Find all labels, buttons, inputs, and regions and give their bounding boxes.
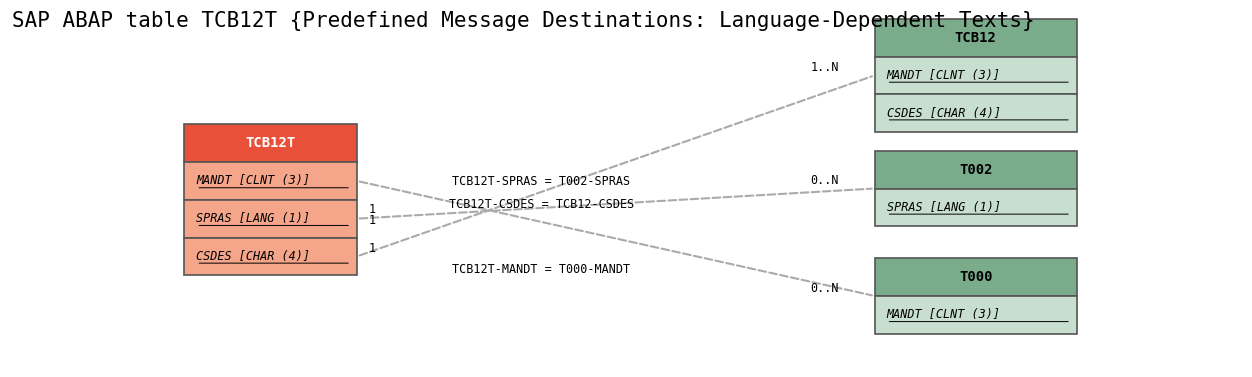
FancyBboxPatch shape <box>875 188 1077 226</box>
Text: 0..N: 0..N <box>810 282 839 295</box>
Text: MANDT [CLNT (3)]: MANDT [CLNT (3)] <box>886 308 1000 321</box>
Text: TCB12T-SPRAS = T002-SPRAS: TCB12T-SPRAS = T002-SPRAS <box>452 175 631 188</box>
FancyBboxPatch shape <box>875 94 1077 132</box>
Text: 1: 1 <box>369 242 376 255</box>
Text: TCB12T-MANDT = T000-MANDT: TCB12T-MANDT = T000-MANDT <box>452 263 631 276</box>
Text: TCB12: TCB12 <box>955 31 997 45</box>
Text: CSDES [CHAR (4)]: CSDES [CHAR (4)] <box>886 107 1000 120</box>
Text: 1..N: 1..N <box>810 61 839 74</box>
FancyBboxPatch shape <box>875 151 1077 188</box>
FancyBboxPatch shape <box>184 238 357 275</box>
Text: 1: 1 <box>369 214 376 227</box>
FancyBboxPatch shape <box>875 296 1077 334</box>
Text: MANDT [CLNT (3)]: MANDT [CLNT (3)] <box>886 69 1000 82</box>
FancyBboxPatch shape <box>875 19 1077 57</box>
FancyBboxPatch shape <box>875 57 1077 94</box>
FancyBboxPatch shape <box>875 258 1077 296</box>
Text: CSDES [CHAR (4)]: CSDES [CHAR (4)] <box>197 250 310 263</box>
FancyBboxPatch shape <box>184 162 357 200</box>
Text: 1: 1 <box>369 203 376 216</box>
Text: MANDT [CLNT (3)]: MANDT [CLNT (3)] <box>197 175 310 187</box>
FancyBboxPatch shape <box>184 124 357 162</box>
Text: TCB12T: TCB12T <box>245 136 295 150</box>
FancyBboxPatch shape <box>184 200 357 238</box>
Text: 0..N: 0..N <box>810 175 839 187</box>
Text: TCB12T-CSDES = TCB12-CSDES: TCB12T-CSDES = TCB12-CSDES <box>448 198 634 211</box>
Text: SAP ABAP table TCB12T {Predefined Message Destinations: Language-Dependent Texts: SAP ABAP table TCB12T {Predefined Messag… <box>13 11 1034 31</box>
Text: SPRAS [LANG (1)]: SPRAS [LANG (1)] <box>197 212 310 225</box>
Text: SPRAS [LANG (1)]: SPRAS [LANG (1)] <box>886 201 1000 214</box>
Text: T000: T000 <box>959 270 993 284</box>
Text: T002: T002 <box>959 162 993 177</box>
